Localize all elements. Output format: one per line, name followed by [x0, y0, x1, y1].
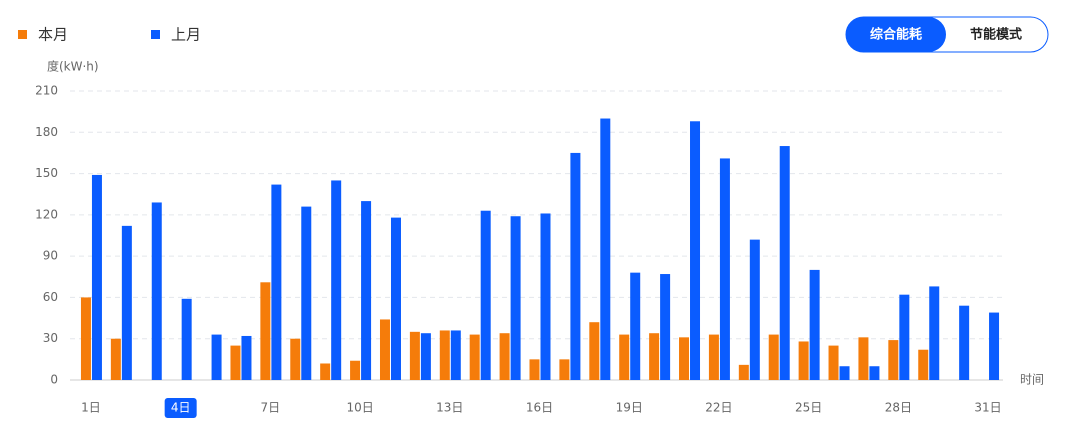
x-tick-label[interactable]: 10日 — [346, 401, 373, 415]
bar — [409, 331, 420, 380]
bar — [869, 366, 880, 380]
bar — [708, 334, 719, 380]
bar — [959, 305, 970, 380]
bar — [899, 294, 910, 380]
x-tick-label[interactable]: 31日 — [974, 401, 1001, 415]
tab-active-bg — [846, 17, 946, 52]
y-tick-label: 60 — [43, 290, 58, 304]
bar — [361, 201, 372, 380]
bar — [858, 337, 869, 380]
bar — [809, 269, 820, 380]
x-tick-label[interactable]: 28日 — [885, 401, 912, 415]
bar — [290, 338, 301, 380]
legend-label[interactable]: 上月 — [171, 26, 201, 44]
bar — [540, 213, 551, 380]
bar — [600, 118, 611, 381]
bar — [80, 297, 91, 380]
x-tick-label[interactable]: 25日 — [795, 401, 822, 415]
legend-swatch — [18, 30, 27, 39]
x-tick-label[interactable]: 16日 — [526, 401, 553, 415]
bar — [589, 322, 600, 380]
bar — [271, 184, 282, 380]
bar — [390, 217, 401, 380]
x-tick-label[interactable]: 7日 — [261, 401, 281, 415]
bar — [768, 334, 779, 380]
y-axis-label: 度(kW·h) — [47, 59, 99, 74]
bar — [529, 359, 540, 380]
selected-tick-bg — [164, 398, 197, 418]
x-tick-label[interactable]: 13日 — [436, 401, 463, 415]
x-tick-label[interactable]: 19日 — [616, 401, 643, 415]
bar — [510, 216, 521, 380]
y-tick-label: 210 — [35, 84, 58, 98]
x-axis-label: 时间 — [1020, 373, 1044, 387]
bar — [749, 239, 760, 380]
bar — [798, 341, 809, 380]
bar — [630, 272, 641, 380]
bar — [839, 366, 850, 380]
tab[interactable]: 节能模式 — [970, 27, 1022, 43]
bar — [929, 286, 940, 380]
bar — [570, 152, 581, 380]
bar — [350, 360, 361, 380]
bar — [649, 333, 660, 380]
bar — [660, 274, 671, 380]
bar — [679, 337, 690, 380]
legend-swatch — [151, 30, 160, 39]
bar — [480, 210, 491, 380]
bar — [619, 334, 630, 380]
bar — [151, 202, 162, 380]
bar — [110, 338, 121, 380]
y-tick-label: 90 — [43, 249, 58, 263]
bar — [379, 319, 390, 380]
bar — [738, 364, 749, 380]
bar — [469, 334, 480, 380]
y-tick-label: 30 — [43, 331, 58, 345]
bar — [211, 334, 222, 380]
bar — [121, 225, 132, 380]
bar — [499, 333, 510, 380]
x-tick-label[interactable]: 1日 — [81, 401, 101, 415]
bar — [559, 359, 570, 380]
bar — [331, 180, 342, 380]
bar — [301, 206, 312, 380]
tab[interactable]: 综合能耗 — [870, 27, 922, 43]
bar — [91, 174, 102, 380]
y-tick-label: 180 — [35, 125, 58, 139]
bar — [719, 158, 730, 380]
bar — [888, 340, 899, 380]
bar — [241, 335, 252, 380]
bar — [989, 312, 1000, 380]
y-tick-label: 150 — [35, 166, 58, 180]
bar — [690, 121, 701, 381]
bar — [918, 349, 929, 380]
y-tick-label: 0 — [50, 373, 58, 387]
bar — [828, 345, 839, 380]
x-tick-label[interactable]: 22日 — [705, 401, 732, 415]
bar — [181, 298, 192, 380]
legend-label[interactable]: 本月 — [38, 26, 68, 44]
x-tick-label[interactable]: 4日 — [171, 401, 191, 415]
bar — [450, 330, 461, 380]
bar — [320, 363, 331, 380]
bar — [230, 345, 241, 380]
bar — [439, 330, 450, 380]
bar — [420, 333, 431, 380]
y-tick-label: 120 — [35, 207, 58, 221]
bar — [779, 146, 790, 380]
bar — [260, 282, 271, 380]
